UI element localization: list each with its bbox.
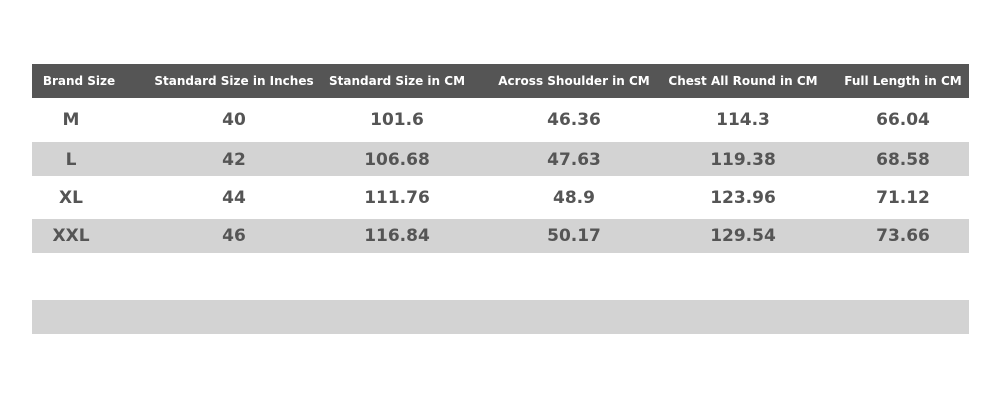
header-cell: Standard Size in Inches [154, 74, 314, 88]
row-band [32, 142, 969, 176]
table-cell: M [62, 110, 80, 130]
empty-band [32, 300, 969, 334]
table-cell: XL [59, 188, 83, 208]
table-cell: 48.9 [553, 188, 595, 208]
table-cell: 114.3 [716, 110, 770, 130]
table-cell: 71.12 [876, 188, 930, 208]
table-cell: XXL [52, 226, 90, 246]
table-cell: 42 [222, 150, 246, 170]
table-cell: 47.63 [547, 150, 601, 170]
table-cell: 46 [222, 226, 246, 246]
table-cell: 66.04 [876, 110, 930, 130]
header-cell: Across Shoulder in CM [498, 74, 650, 88]
table-cell: 123.96 [710, 188, 776, 208]
table-cell: 101.6 [370, 110, 424, 130]
table-cell: 111.76 [364, 188, 430, 208]
table-cell: 119.38 [710, 150, 776, 170]
header-cell: Full Length in CM [844, 74, 962, 88]
table-cell: 50.17 [547, 226, 601, 246]
table-cell: 68.58 [876, 150, 930, 170]
table-cell: 73.66 [876, 226, 930, 246]
table-cell: 46.36 [547, 110, 601, 130]
table-cell: 44 [222, 188, 246, 208]
table-cell: 129.54 [710, 226, 776, 246]
header-band [32, 64, 969, 98]
header-cell: Standard Size in CM [328, 74, 466, 88]
table-cell: 116.84 [364, 226, 430, 246]
table-cell: 106.68 [364, 150, 430, 170]
row-band [32, 219, 969, 253]
table-cell: L [65, 150, 77, 170]
header-cell: Chest All Round in CM [668, 74, 818, 88]
header-cell: Brand Size [42, 74, 116, 88]
table-cell: 40 [222, 110, 246, 130]
